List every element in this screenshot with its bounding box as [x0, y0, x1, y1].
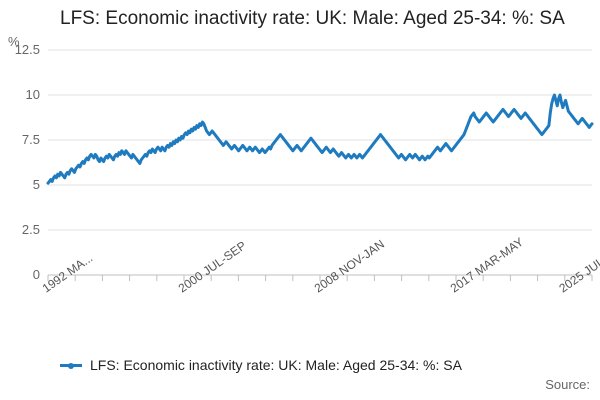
svg-text:2.5: 2.5 [22, 222, 40, 237]
svg-text:2025 JUL-SEP: 2025 JUL-SEP [556, 238, 600, 295]
svg-text:5: 5 [33, 177, 40, 192]
legend-row: LFS: Economic inactivity rate: UK: Male:… [60, 357, 462, 373]
svg-text:7.5: 7.5 [22, 132, 40, 147]
svg-text:0: 0 [33, 267, 40, 282]
svg-text:2008 NOV-JAN: 2008 NOV-JAN [312, 237, 387, 296]
svg-text:2017 MAR-MAY: 2017 MAR-MAY [448, 235, 526, 296]
source-label: Source: [545, 377, 590, 392]
svg-text:2000 JUL-SEP: 2000 JUL-SEP [176, 238, 249, 295]
svg-text:10: 10 [26, 87, 40, 102]
chart-title: LFS: Economic inactivity rate: UK: Male:… [60, 8, 590, 30]
chart-container: LFS: Economic inactivity rate: UK: Male:… [0, 0, 600, 400]
svg-text:1992 MA...: 1992 MA... [40, 251, 96, 296]
svg-text:12.5: 12.5 [15, 42, 40, 57]
legend-label: LFS: Economic inactivity rate: UK: Male:… [90, 357, 462, 373]
plot-area: 0 2.5 5 7.5 10 12.5 1992 MA... 2000 JUL-SEP 2008… [8, 50, 592, 280]
legend-line-swatch [60, 364, 82, 367]
